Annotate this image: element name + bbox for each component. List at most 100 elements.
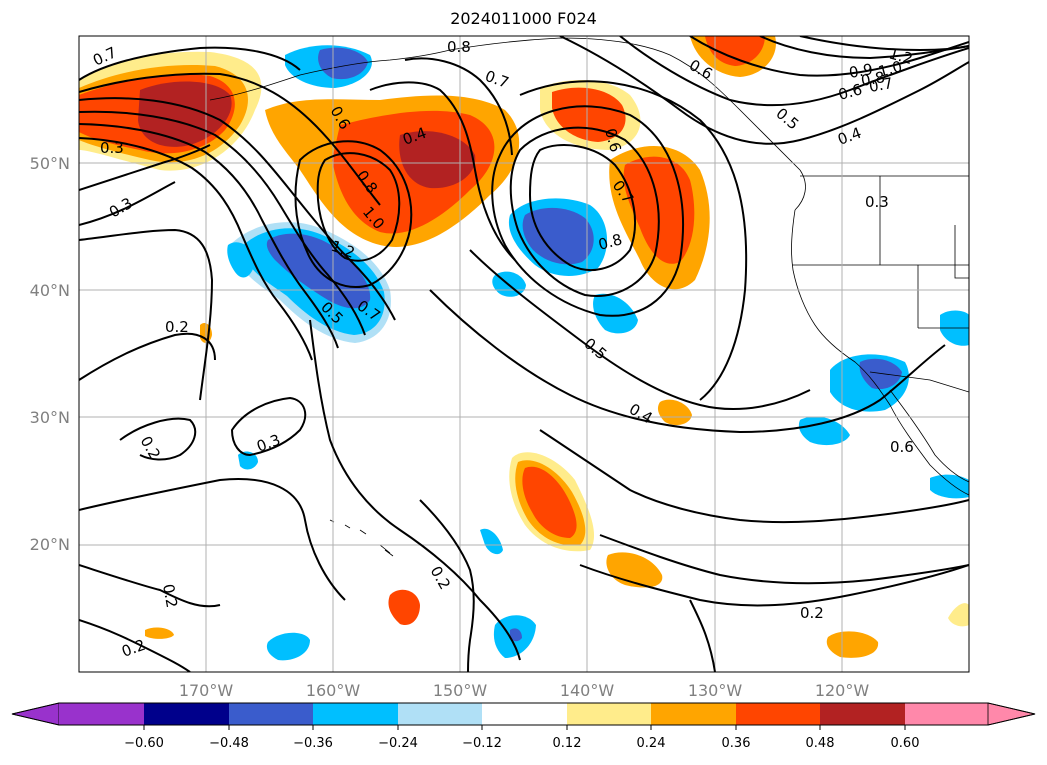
contour-0-3-west — [79, 144, 211, 191]
colorbar-segment — [59, 703, 144, 725]
contour-0-2-south-2 — [79, 564, 221, 608]
contour-label: 0.3 — [865, 193, 889, 211]
contour-0-3-arc — [79, 181, 176, 226]
shading-positive-northeast-inner — [705, 36, 765, 66]
map-frame — [78, 35, 970, 673]
contour-label: 0.8 — [447, 38, 471, 56]
colorbar-segment — [482, 703, 567, 725]
shading-positive-small-3 — [657, 399, 692, 426]
shading-negative-small-9 — [480, 528, 503, 555]
contour-0-6-top — [79, 72, 381, 206]
colorbar-tick-label: 0.60 — [891, 736, 920, 751]
colorbar-tick-label: −0.48 — [209, 736, 249, 751]
contour-label: 0.2 — [165, 318, 189, 336]
coastline-british-columbia — [794, 169, 806, 211]
shading-negative-small-10 — [238, 451, 258, 470]
colorbar-segment — [736, 703, 820, 725]
contour-label: 1.2 — [887, 44, 915, 68]
colorbar-segment — [229, 703, 313, 725]
contour-0-2-west — [79, 228, 214, 401]
border-mexico — [869, 371, 969, 393]
lat-label-40n: 40°N — [30, 281, 70, 300]
coastline-baja — [889, 389, 969, 483]
lon-label-160w: 160°W — [306, 681, 361, 700]
contour-0-6-ring — [491, 105, 684, 317]
colorbar-segment — [313, 703, 398, 725]
lon-label-130w: 130°W — [688, 681, 743, 700]
lat-label-30n: 30°N — [30, 408, 70, 427]
contour-label: 0.9 — [848, 60, 875, 82]
shading-negative-small-8 — [510, 628, 522, 642]
shading-negative-small-3 — [798, 416, 850, 446]
contour-label: 1.0 — [876, 57, 904, 81]
colorbar-tick-label: 0.12 — [553, 736, 582, 751]
contour-ne-2 — [619, 36, 969, 107]
contour-sub-2 — [539, 429, 969, 524]
coastline-west-coast — [791, 209, 969, 496]
contour-west-1 — [79, 97, 396, 321]
contour-0-5-long — [469, 249, 811, 411]
contour-sub-1 — [419, 499, 475, 672]
coastline-alaska-peninsula — [209, 49, 451, 101]
colorbar-extend-low — [11, 702, 60, 726]
contour-0-2-hawaii — [309, 319, 521, 661]
border-states-5 — [954, 225, 969, 279]
hawaii-islands — [329, 519, 394, 557]
shading-negative-small-2 — [593, 293, 638, 334]
contour-ne-1 — [559, 36, 969, 145]
contour-0-7-ring — [509, 126, 660, 297]
shading-positive-central-max — [399, 131, 476, 189]
contour-0-2-southeast — [579, 564, 969, 607]
contour-low-ring-2 — [316, 152, 401, 262]
contour-0-2-se-small — [689, 599, 716, 672]
lat-label-20n: 20°N — [30, 535, 70, 554]
contour-0-2-mid — [79, 332, 216, 381]
contour-label: 0.8 — [860, 68, 887, 90]
contour-label: 0.3 — [100, 139, 124, 157]
contour-label: 0.6 — [836, 80, 864, 104]
lon-label-140w: 140°W — [560, 681, 615, 700]
colorbar-extend-high — [987, 702, 1036, 726]
shading-negative-140w-inner — [522, 207, 594, 265]
colorbar-segment — [144, 703, 229, 725]
colorbar-ticks — [143, 725, 906, 730]
contour-west-2 — [79, 110, 366, 336]
colorbar-tick-label: 0.24 — [637, 736, 666, 751]
shading-negative-small-5 — [930, 474, 969, 499]
lon-label-170w: 170°W — [179, 681, 234, 700]
colorbar-segment — [905, 703, 988, 725]
colorbar: −0.60 −0.48 −0.36 −0.24 −0.12 0.12 0.24 … — [11, 702, 1036, 751]
contour-west-3 — [79, 123, 339, 349]
colorbar-tick-label: −0.24 — [378, 736, 418, 751]
colorbar-segment — [820, 703, 905, 725]
contour-label: 0.6 — [890, 438, 914, 456]
contour-1-2-ne — [799, 36, 969, 52]
colorbar-tick-label: −0.12 — [462, 736, 502, 751]
lon-label-120w: 120°W — [815, 681, 870, 700]
colorbar-tick-label: 0.36 — [722, 736, 751, 751]
colorbar-segment — [651, 703, 736, 725]
contour-lines — [79, 36, 969, 672]
shading-positive-west-max — [138, 81, 232, 147]
colorbar-tick-label: −0.60 — [124, 736, 164, 751]
coastlines — [209, 37, 969, 557]
contour-trough-1 — [369, 81, 516, 261]
contour-trough-2 — [404, 57, 513, 156]
shading-negative-small-6 — [266, 632, 310, 661]
colorbar-outline — [11, 702, 1036, 726]
colorbar-tick-label: −0.36 — [293, 736, 333, 751]
gridlines — [79, 36, 969, 672]
latitude-labels: 20°N 30°N 40°N 50°N — [30, 154, 70, 554]
shading-positive-small-7 — [948, 603, 969, 627]
lon-label-150w: 150°W — [433, 681, 488, 700]
contour-0-3-loop — [230, 396, 307, 457]
shading-negative-southeast-inner — [859, 358, 902, 390]
contour-0-2-south-3 — [79, 619, 191, 672]
lat-label-50n: 50°N — [30, 154, 70, 173]
contour-0-4-long — [429, 289, 946, 434]
longitude-labels: 170°W 160°W 150°W 140°W 130°W 120°W — [179, 681, 870, 700]
contour-label: 0.7 — [868, 74, 895, 96]
contour-0-2-south-1 — [79, 478, 346, 601]
